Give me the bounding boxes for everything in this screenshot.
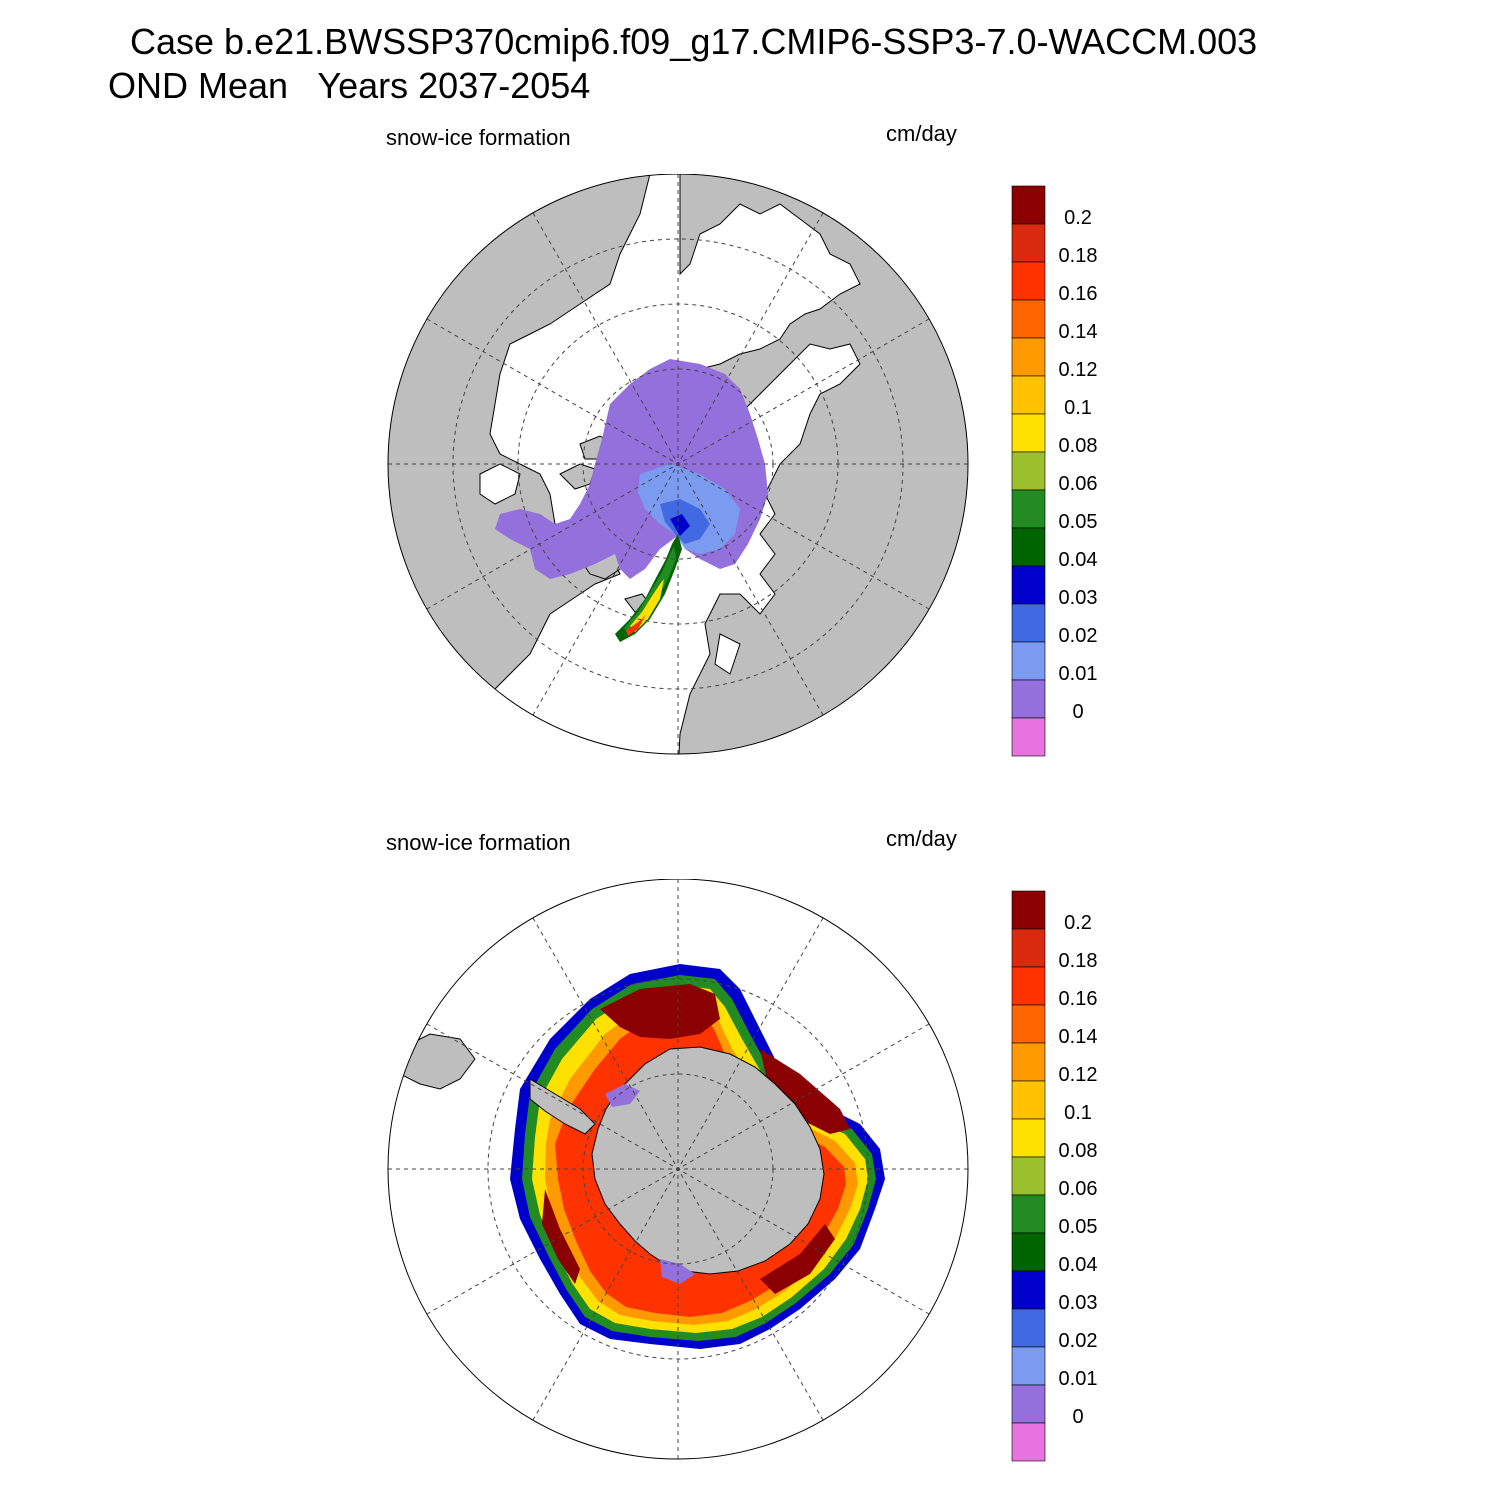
south-colorbar-swatch	[1011, 1156, 1046, 1196]
north-colorbar-swatch	[1011, 337, 1046, 377]
north-colorbar-swatch	[1011, 489, 1046, 529]
south-america-tip	[399, 1033, 476, 1090]
north-polar-panel: snow-ice formation cm/day	[0, 112, 1500, 817]
south-colorbar-tick-label: 0	[1072, 1406, 1083, 1428]
south-colorbar-swatch	[1011, 1004, 1046, 1044]
coastal-ice-weddell	[605, 1084, 640, 1107]
south-colorbar-tick-label: 0.1	[1064, 1102, 1092, 1124]
south-colorbar-labels: 0.2 0.18 0.16 0.14 0.12 0.1 0.08 0.06 0.05 0.04 0.…	[1059, 912, 1098, 1428]
south-colorbar-swatch	[1011, 1194, 1046, 1234]
south-colorbar-tick-label: 0.12	[1059, 1064, 1098, 1086]
north-colorbar-swatch	[1011, 223, 1046, 263]
south-colorbar-swatch	[1011, 1118, 1046, 1158]
north-colorbar-swatch	[1011, 185, 1046, 225]
north-colorbar-swatch	[1011, 641, 1046, 681]
north-colorbar-tick-label: 0.03	[1059, 587, 1098, 609]
south-colorbar-tick-label: 0.2	[1064, 912, 1092, 934]
south-colorbar-swatch	[1011, 1384, 1046, 1424]
north-colorbar-tick-label: 0.14	[1059, 321, 1098, 343]
north-graticule	[388, 174, 968, 754]
north-colorbar-tick-label: 0.04	[1059, 549, 1098, 571]
meridian-line	[426, 1023, 930, 1315]
north-colorbar-swatch	[1011, 451, 1046, 491]
north-colorbar: 0.2 0.18 0.16 0.14 0.12 0.1 0.08 0.06 0.05 0.04 0.…	[1011, 185, 1098, 757]
north-colorbar-tick-label: 0	[1072, 701, 1083, 723]
south-colorbar-tick-label: 0.02	[1059, 1330, 1098, 1352]
south-colorbar-tick-label: 0.14	[1059, 1026, 1098, 1048]
north-map-border	[387, 174, 969, 755]
north-colorbar-labels: 0.2 0.18 0.16 0.14 0.12 0.1 0.08 0.06 0.05 0.04 0.…	[1059, 207, 1098, 723]
south-colorbar-tick-label: 0.01	[1059, 1368, 1098, 1390]
ice-max-southeast	[760, 1224, 835, 1294]
greenland-streak-base	[615, 534, 682, 642]
south-colorbar: 0.2 0.18 0.16 0.14 0.12 0.1 0.08 0.06 0.05 0.04 0.…	[1011, 890, 1098, 1462]
south-graticule	[388, 879, 968, 1459]
south-colorbar-swatch	[1011, 1346, 1046, 1386]
south-colorbar-swatches	[1011, 890, 1046, 1462]
north-colorbar-tick-label: 0.01	[1059, 663, 1098, 685]
ice-max-weddell	[600, 984, 720, 1039]
south-polar-panel: snow-ice formation cm/day	[0, 817, 1500, 1500]
south-variable-label: snow-ice formation	[386, 830, 571, 855]
south-colorbar-tick-label: 0.05	[1059, 1216, 1098, 1238]
south-polar-map	[387, 879, 969, 1460]
north-colorbar-tick-label: 0.18	[1059, 245, 1098, 267]
north-colorbar-swatch	[1011, 565, 1046, 605]
baltic-sea	[714, 633, 741, 675]
figure-title: Case b.e21.BWSSP370cmip6.f09_g17.CMIP6-S…	[130, 21, 1258, 62]
north-colorbar-tick-label: 0.06	[1059, 473, 1098, 495]
north-colorbar-tick-label: 0.02	[1059, 625, 1098, 647]
south-colorbar-tick-label: 0.04	[1059, 1254, 1098, 1276]
south-colorbar-tick-label: 0.08	[1059, 1140, 1098, 1162]
south-colorbar-swatch	[1011, 890, 1046, 930]
greenland-streak-mid	[624, 546, 676, 634]
meridian-line	[426, 318, 930, 610]
north-colorbar-tick-label: 0.16	[1059, 283, 1098, 305]
south-colorbar-tick-label: 0.16	[1059, 988, 1098, 1010]
north-sea-ice-field	[495, 359, 768, 642]
south-colorbar-tick-label: 0.06	[1059, 1178, 1098, 1200]
figure-subtitle: OND Mean Years 2037-2054	[108, 65, 591, 106]
north-colorbar-tick-label: 0.05	[1059, 511, 1098, 533]
south-colorbar-swatch	[1011, 1422, 1046, 1462]
south-map-border	[387, 879, 969, 1460]
south-colorbar-swatch	[1011, 1232, 1046, 1272]
ice-max-east-antarctic	[760, 1049, 850, 1134]
north-colorbar-swatch	[1011, 527, 1046, 567]
south-colorbar-swatch	[1011, 966, 1046, 1006]
south-colorbar-swatch	[1011, 928, 1046, 968]
south-colorbar-tick-label: 0.18	[1059, 950, 1098, 972]
north-colorbar-tick-label: 0.08	[1059, 435, 1098, 457]
north-colorbar-swatch	[1011, 603, 1046, 643]
eurasia-landmass	[677, 174, 968, 754]
sea-ice-0-03	[670, 514, 690, 536]
north-polar-map	[387, 174, 969, 755]
greenland-streak-max	[626, 614, 646, 636]
north-colorbar-swatch	[1011, 413, 1046, 453]
north-colorbar-swatches	[1011, 185, 1046, 757]
south-colorbar-swatch	[1011, 1042, 1046, 1082]
south-colorbar-swatch	[1011, 1080, 1046, 1120]
south-units-label: cm/day	[886, 826, 957, 851]
north-units-label: cm/day	[886, 121, 957, 146]
north-colorbar-swatch	[1011, 679, 1046, 719]
north-colorbar-tick-label: 0.2	[1064, 207, 1092, 229]
north-colorbar-swatch	[1011, 299, 1046, 339]
north-landmasses	[388, 174, 968, 754]
north-colorbar-tick-label: 0.12	[1059, 359, 1098, 381]
south-colorbar-tick-label: 0.03	[1059, 1292, 1098, 1314]
south-colorbar-swatch	[1011, 1308, 1046, 1348]
north-colorbar-swatch	[1011, 375, 1046, 415]
north-variable-label: snow-ice formation	[386, 125, 571, 150]
north-colorbar-swatch	[1011, 717, 1046, 757]
north-colorbar-swatch	[1011, 261, 1046, 301]
north-colorbar-tick-label: 0.1	[1064, 397, 1092, 419]
south-colorbar-swatch	[1011, 1270, 1046, 1310]
